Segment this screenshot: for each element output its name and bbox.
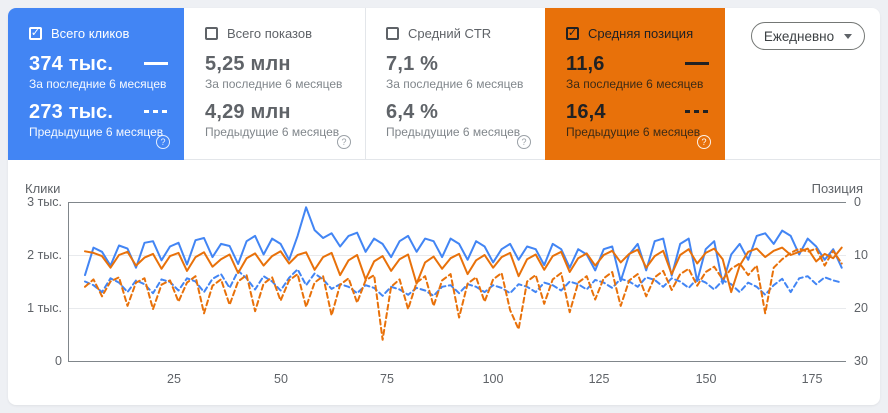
card-label: Всего показов [227, 25, 312, 41]
x-tick: 75 [380, 372, 394, 386]
previous-value: 4,29 млн [205, 101, 291, 123]
current-value: 5,25 млн [205, 53, 291, 75]
right-tick: 30 [854, 354, 868, 368]
help-icon[interactable]: ? [337, 135, 351, 149]
x-tick: 150 [695, 372, 717, 386]
previous-caption: Предыдущие 6 месяцев [205, 125, 340, 139]
left-tick: 0 [55, 354, 62, 368]
previous-caption: Предыдущие 6 месяцев [386, 125, 521, 139]
performance-chart[interactable]: Клики Позиция 3 тыс. 2 тыс. 1 тыс. 0 0 1… [8, 160, 880, 405]
series-line-solid-position [84, 246, 843, 294]
granularity-label: Ежедневно [763, 28, 835, 44]
card-divider [365, 8, 366, 159]
current-value: 7,1 % [386, 53, 439, 75]
x-tick: 125 [588, 372, 610, 386]
dashed-line-legend-icon [144, 110, 168, 113]
metric-cards-row: ✓ Всего кликов 374 тыс. За последние 6 м… [8, 8, 880, 160]
current-value: 11,6 [566, 53, 605, 75]
card-label: Средняя позиция [588, 25, 694, 41]
average-position-checkbox[interactable]: ✓ [566, 26, 579, 40]
left-tick: 1 тыс. [27, 301, 62, 315]
total-impressions-checkbox[interactable] [205, 26, 218, 40]
card-label: Средний CTR [408, 25, 492, 41]
bottom-axis-line [68, 361, 846, 362]
previous-caption: Предыдущие 6 месяцев [566, 125, 701, 139]
right-tick: 10 [854, 248, 868, 262]
chevron-down-icon [844, 33, 853, 39]
dashed-line-legend-icon [685, 110, 709, 113]
help-icon[interactable]: ? [156, 135, 170, 149]
right-tick: 0 [854, 195, 861, 209]
card-label: Всего кликов [51, 25, 130, 41]
right-axis-title: Позиция [811, 181, 863, 196]
x-tick: 100 [482, 372, 504, 386]
checkmark-icon: ✓ [567, 26, 578, 39]
current-value: 374 тыс. [29, 53, 114, 75]
x-tick: 50 [274, 372, 288, 386]
x-tick: 25 [167, 372, 181, 386]
previous-value: 6,4 % [386, 101, 439, 123]
previous-value: 16,4 [566, 101, 606, 123]
left-axis-title: Клики [25, 181, 61, 196]
series-line-solid-clicks [84, 206, 843, 285]
help-icon[interactable]: ? [517, 135, 531, 149]
current-caption: За последние 6 месяцев [386, 77, 524, 91]
metric-card-total-impressions[interactable]: Всего показов 5,25 млн За последние 6 ме… [184, 8, 365, 160]
series-line-dashed-clicks [84, 268, 843, 297]
previous-caption: Предыдущие 6 месяцев [29, 125, 164, 139]
current-caption: За последние 6 месяцев [29, 77, 167, 91]
right-tick: 20 [854, 301, 868, 315]
performance-panel: ✓ Всего кликов 374 тыс. За последние 6 м… [8, 8, 880, 405]
left-tick: 3 тыс. [27, 195, 62, 209]
help-icon[interactable]: ? [697, 135, 711, 149]
metric-card-average-position[interactable]: ✓ Средняя позиция 11,6 За последние 6 ме… [545, 8, 725, 160]
checkmark-icon: ✓ [30, 26, 41, 39]
top-axis-line [68, 202, 846, 203]
average-ctr-checkbox[interactable] [386, 26, 399, 40]
total-clicks-checkbox[interactable]: ✓ [29, 26, 42, 40]
left-axis-line [68, 202, 69, 361]
granularity-dropdown[interactable]: Ежедневно [751, 22, 865, 50]
metric-card-average-ctr[interactable]: Средний CTR 7,1 % За последние 6 месяцев… [365, 8, 545, 160]
x-tick: 175 [801, 372, 823, 386]
solid-line-legend-icon [144, 62, 168, 65]
left-tick: 2 тыс. [27, 248, 62, 262]
current-caption: За последние 6 месяцев [566, 77, 704, 91]
metric-card-total-clicks[interactable]: ✓ Всего кликов 374 тыс. За последние 6 м… [8, 8, 184, 160]
solid-line-legend-icon [685, 62, 709, 65]
previous-value: 273 тыс. [29, 101, 114, 123]
chart-svg [84, 206, 843, 341]
series-line-dashed-position [84, 247, 843, 341]
current-caption: За последние 6 месяцев [205, 77, 343, 91]
